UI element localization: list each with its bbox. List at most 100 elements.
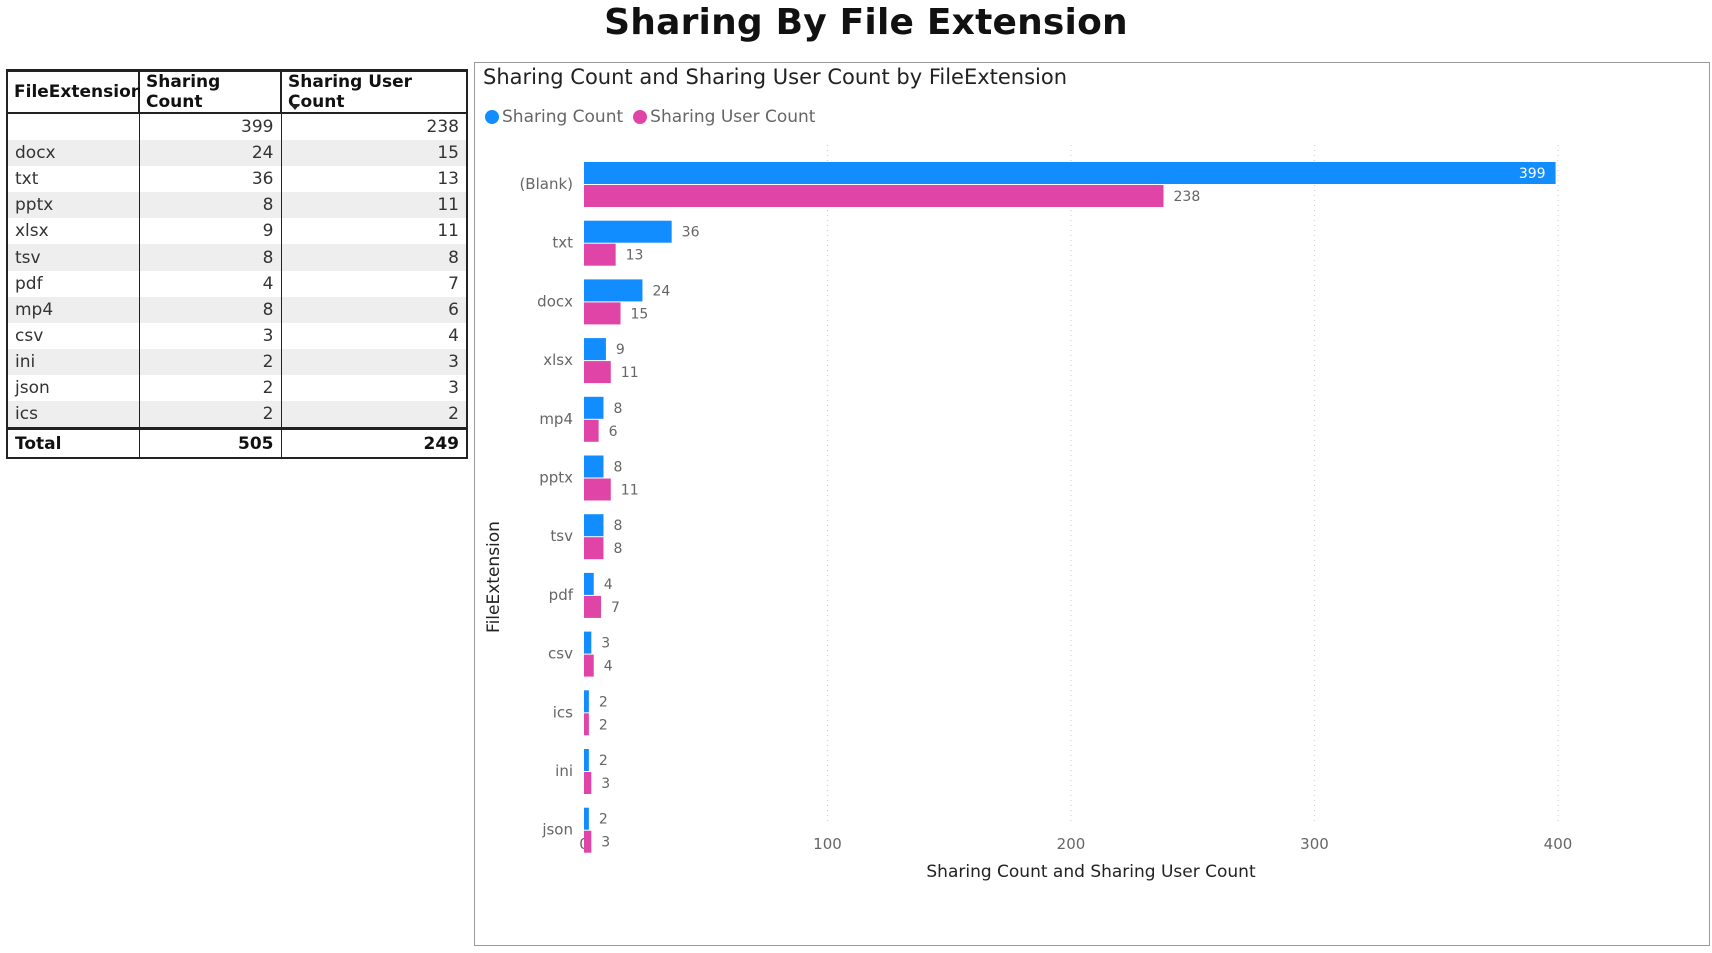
- cell-file-extension: pptx: [6, 192, 140, 219]
- data-label: 8: [613, 518, 622, 534]
- page-title: Sharing By File Extension: [604, 2, 1128, 43]
- table-total-row: Total 505 249: [6, 427, 468, 460]
- table-row[interactable]: ics 2 2: [6, 401, 468, 429]
- data-label: 399: [1519, 166, 1546, 182]
- legend-item-sharing-count[interactable]: Sharing Count: [485, 107, 623, 127]
- data-label: 24: [652, 283, 670, 299]
- cell-sharing-count: 3: [138, 322, 282, 349]
- cell-sharing-user-count: 11: [280, 218, 468, 245]
- bar-sharing-user-count[interactable]: [584, 185, 1164, 207]
- data-label: 4: [604, 659, 613, 675]
- category-label: pdf: [549, 586, 574, 604]
- table-header-row: FileExtension Sharing Count Sharing User…: [6, 69, 468, 114]
- legend-dot-icon: [633, 110, 648, 124]
- data-label: 3: [601, 776, 610, 792]
- cell-sharing-count: 9: [138, 218, 282, 245]
- data-label: 8: [613, 401, 622, 417]
- legend-dot-icon: [485, 110, 499, 124]
- bar-sharing-count[interactable]: [584, 807, 589, 830]
- table-row[interactable]: tsv 8 8: [6, 244, 468, 271]
- total-sharing-user-count: 249: [280, 427, 468, 460]
- column-header-sharing-user-count[interactable]: Sharing User Count: [280, 69, 468, 114]
- bar-sharing-count[interactable]: [584, 631, 592, 654]
- bar-sharing-count[interactable]: [584, 220, 672, 243]
- column-header-file-extension[interactable]: FileExtension: [6, 69, 143, 114]
- x-tick-label: 200: [1057, 835, 1086, 853]
- category-label: json: [541, 821, 573, 839]
- table-row[interactable]: mp4 8 6: [6, 296, 468, 323]
- cell-sharing-user-count: 11: [280, 192, 468, 219]
- table-row[interactable]: pptx 8 11: [6, 192, 468, 219]
- bar-sharing-count[interactable]: [584, 455, 604, 478]
- category-label: (Blank): [519, 175, 573, 193]
- table-row[interactable]: ini 2 3: [6, 348, 468, 375]
- bar-sharing-user-count[interactable]: [584, 713, 589, 736]
- cell-sharing-count: 24: [138, 140, 282, 167]
- chart-panel[interactable]: Sharing Count and Sharing User Count by …: [474, 62, 1710, 946]
- bar-sharing-user-count[interactable]: [584, 772, 592, 794]
- cell-file-extension: json: [6, 374, 140, 402]
- bar-sharing-user-count[interactable]: [584, 537, 604, 560]
- table-row[interactable]: pdf 4 7: [6, 270, 468, 297]
- data-label: 7: [611, 600, 620, 616]
- bar-sharing-user-count[interactable]: [584, 243, 616, 266]
- bar-sharing-count[interactable]: [584, 572, 594, 595]
- cell-sharing-user-count: 2: [280, 401, 468, 429]
- table-row[interactable]: csv 3 4: [6, 322, 468, 349]
- cell-file-extension: csv: [6, 322, 140, 349]
- bar-sharing-count[interactable]: [584, 690, 589, 713]
- table-row[interactable]: json 2 3: [6, 374, 468, 402]
- table-row[interactable]: docx 24 15: [6, 140, 468, 167]
- bar-sharing-user-count[interactable]: [584, 302, 621, 325]
- category-label: txt: [552, 234, 573, 252]
- category-label: csv: [548, 645, 573, 663]
- cell-sharing-count: 8: [138, 244, 282, 271]
- bar-sharing-count[interactable]: [584, 162, 1556, 184]
- bar-sharing-user-count[interactable]: [584, 478, 611, 501]
- category-label: docx: [537, 292, 573, 310]
- legend-item-sharing-user-count[interactable]: Sharing User Count: [633, 107, 815, 127]
- data-label: 238: [1174, 189, 1201, 205]
- cell-file-extension: ini: [6, 348, 140, 375]
- bar-sharing-count[interactable]: [584, 749, 589, 771]
- cell-sharing-user-count: 7: [280, 270, 468, 297]
- cell-file-extension: xlsx: [6, 218, 140, 245]
- bar-sharing-user-count[interactable]: [584, 419, 599, 442]
- cell-file-extension: txt: [6, 166, 140, 193]
- sharing-table: FileExtension Sharing Count Sharing User…: [6, 69, 468, 460]
- data-label: 8: [613, 541, 622, 557]
- data-label: 2: [599, 753, 608, 769]
- chart-legend: Sharing Count Sharing User Count: [485, 107, 815, 127]
- cell-sharing-count: 2: [138, 374, 282, 402]
- table-row[interactable]: xlsx 9 11: [6, 218, 468, 245]
- cell-file-extension: [6, 113, 140, 141]
- table-row[interactable]: txt 36 13: [6, 166, 468, 193]
- bar-sharing-count[interactable]: [584, 514, 604, 537]
- cell-sharing-user-count: 3: [280, 374, 468, 402]
- cell-sharing-count: 399: [138, 113, 282, 141]
- legend-label: Sharing Count: [502, 107, 624, 127]
- x-tick-label: 400: [1544, 835, 1573, 853]
- cell-file-extension: mp4: [6, 296, 140, 323]
- cell-sharing-user-count: 13: [280, 166, 468, 193]
- table-row[interactable]: 399 238: [6, 113, 468, 141]
- cell-sharing-user-count: 3: [280, 348, 468, 375]
- x-tick-label: 100: [813, 835, 842, 853]
- bar-sharing-user-count[interactable]: [584, 654, 594, 677]
- category-label: tsv: [550, 527, 573, 545]
- bar-sharing-count[interactable]: [584, 396, 604, 419]
- column-header-sharing-count[interactable]: Sharing Count: [138, 69, 282, 114]
- data-label: 36: [682, 225, 700, 241]
- bar-sharing-count[interactable]: [584, 279, 643, 302]
- cell-sharing-user-count: 6: [280, 296, 468, 323]
- bar-sharing-user-count[interactable]: [584, 361, 611, 384]
- bar-sharing-user-count[interactable]: [584, 595, 602, 618]
- bar-sharing-user-count[interactable]: [584, 830, 592, 853]
- sort-descending-icon[interactable]: [290, 104, 300, 110]
- cell-sharing-count: 8: [138, 296, 282, 323]
- cell-sharing-count: 2: [138, 401, 282, 429]
- bar-sharing-count[interactable]: [584, 338, 606, 361]
- cell-file-extension: docx: [6, 140, 140, 167]
- legend-label: Sharing User Count: [650, 107, 816, 127]
- cell-sharing-count: 2: [138, 348, 282, 375]
